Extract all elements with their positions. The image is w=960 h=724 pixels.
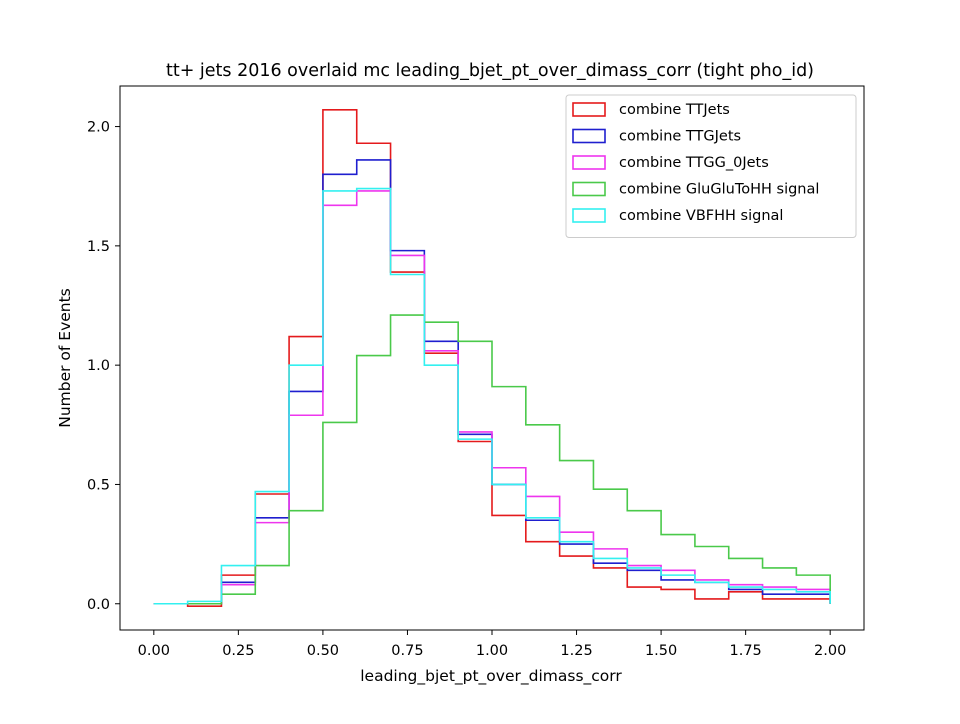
series-line-4 (153, 187, 831, 605)
x-axis-label: leading_bjet_pt_over_dimass_corr (360, 667, 622, 686)
legend-label-2: combine TTGG_0Jets (619, 155, 769, 171)
x-tick-label-0: 0.00 (138, 643, 170, 659)
x-tick-label-8: 2.00 (814, 643, 846, 659)
x-tick-label-4: 1.00 (476, 643, 508, 659)
x-tick-label-1: 0.25 (222, 643, 254, 659)
x-tick-label-2: 0.50 (307, 643, 339, 659)
y-axis-label: Number of Events (56, 288, 74, 428)
series-line-3 (153, 314, 831, 605)
x-axis: 0.00 0.25 0.50 0.75 1.00 1.25 1.50 1.75 2.00 (138, 630, 846, 659)
chart-title: tt+ jets 2016 overlaid mc leading_bjet_p… (166, 61, 814, 81)
y-axis: 0.0 0.5 1.0 1.5 2.0 (87, 120, 120, 613)
x-tick-label-3: 0.75 (391, 643, 423, 659)
legend-label-1: combine TTGJets (619, 129, 741, 145)
y-tick-label-4: 2.0 (87, 120, 110, 136)
y-tick-label-1: 0.5 (87, 477, 110, 493)
legend-box (565, 94, 857, 238)
legend-swatch-0 (572, 102, 606, 117)
legend-label-3: combine GluGluToHH signal (619, 182, 819, 198)
x-tick-label-7: 1.75 (729, 643, 761, 659)
y-tick-label-0: 0.0 (87, 597, 110, 613)
legend-label-4: combine VBFHH signal (619, 208, 783, 224)
legend-swatch-2 (572, 155, 606, 170)
legend-swatch-4 (572, 208, 606, 223)
y-tick-label-2: 1.0 (87, 358, 110, 374)
plot-area (119, 85, 865, 631)
legend-swatch-1 (572, 128, 606, 144)
legend: combine TTJets combine TTGJets combine TTG… (565, 94, 857, 238)
legend-swatch-3 (572, 181, 606, 197)
x-tick-label-5: 1.25 (560, 643, 592, 659)
x-tick-label-6: 1.50 (645, 643, 677, 659)
legend-label-0: combine TTJets (619, 102, 730, 118)
y-tick-label-3: 1.5 (87, 239, 110, 255)
